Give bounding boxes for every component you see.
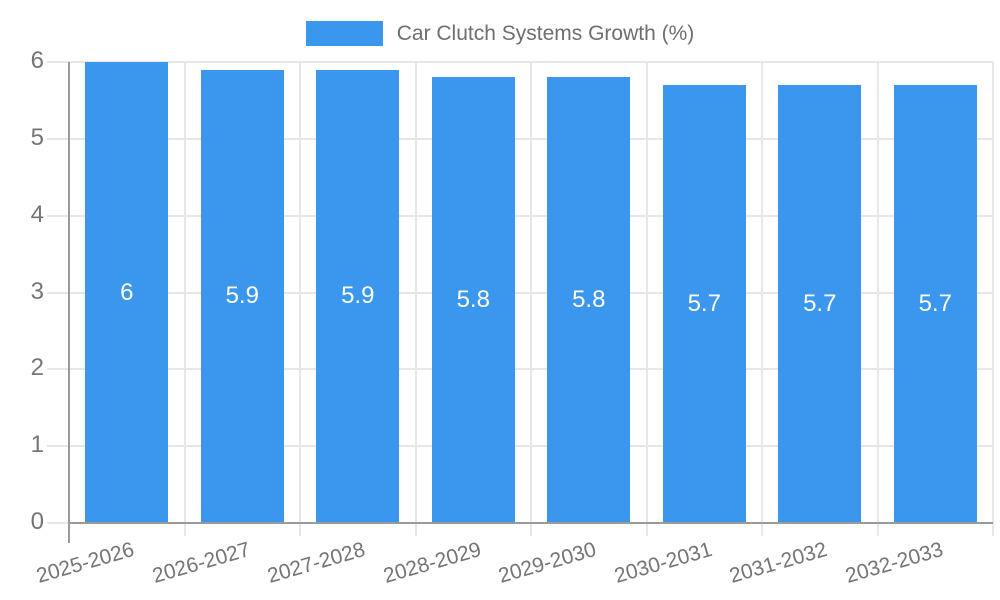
x-axis-tick-label: 2032-2033	[842, 538, 946, 588]
y-gridline	[47, 368, 993, 371]
bar[interactable]	[662, 85, 746, 523]
x-gridline	[876, 62, 879, 536]
bar-value-label: 5.9	[225, 282, 259, 310]
y-axis-line	[68, 62, 70, 543]
legend-label: Car Clutch Systems Growth (%)	[396, 21, 695, 45]
bar[interactable]	[778, 85, 862, 523]
x-axis-line	[68, 522, 993, 524]
x-gridline	[414, 62, 417, 536]
x-axis-tick-label: 2031-2032	[727, 538, 831, 588]
bar[interactable]	[893, 85, 977, 523]
bar-value-label: 6	[120, 278, 134, 306]
y-axis-tick-label: 0	[30, 508, 44, 536]
bar[interactable]	[316, 69, 400, 523]
y-axis-tick-label: 2	[30, 354, 44, 382]
x-gridline	[992, 62, 994, 536]
y-axis-tick-label: 6	[30, 47, 44, 75]
x-gridline	[645, 62, 648, 536]
y-axis-tick-label: 1	[30, 431, 44, 459]
bar-value-label: 5.7	[803, 290, 837, 318]
bar-value-label: 5.9	[341, 282, 375, 310]
x-gridline	[530, 62, 532, 536]
x-axis-tick-label: 2026-2027	[149, 538, 253, 588]
x-axis-tick-label: 2030-2031	[611, 538, 715, 588]
x-axis-tick-label: 2028-2029	[380, 538, 484, 588]
x-axis-tick-label: 2027-2028	[265, 538, 369, 588]
x-axis-tick-label: 2025-2026	[34, 538, 138, 588]
y-gridline	[47, 137, 993, 140]
bar-value-label: 5.8	[572, 286, 606, 314]
y-gridline	[47, 445, 993, 448]
y-gridline	[47, 214, 993, 217]
y-gridline	[47, 291, 993, 294]
chart-legend[interactable]: Car Clutch Systems Growth (%)	[0, 21, 1000, 46]
x-gridline	[299, 62, 301, 536]
bar-value-label: 5.7	[687, 290, 721, 318]
bar[interactable]	[547, 77, 631, 523]
bar[interactable]	[431, 77, 515, 523]
bar[interactable]	[85, 62, 169, 523]
y-axis-tick-label: 3	[30, 277, 44, 305]
y-axis-tick-label: 5	[30, 123, 44, 151]
x-gridline	[183, 62, 186, 536]
legend-swatch-icon	[305, 21, 383, 46]
x-gridline	[761, 62, 763, 536]
bar[interactable]	[200, 69, 284, 523]
x-axis-tick-label: 2029-2030	[496, 538, 600, 588]
y-axis-tick-label: 4	[30, 200, 44, 228]
y-gridline	[47, 61, 993, 63]
bar-value-label: 5.8	[456, 286, 490, 314]
bar-value-label: 5.7	[918, 290, 952, 318]
